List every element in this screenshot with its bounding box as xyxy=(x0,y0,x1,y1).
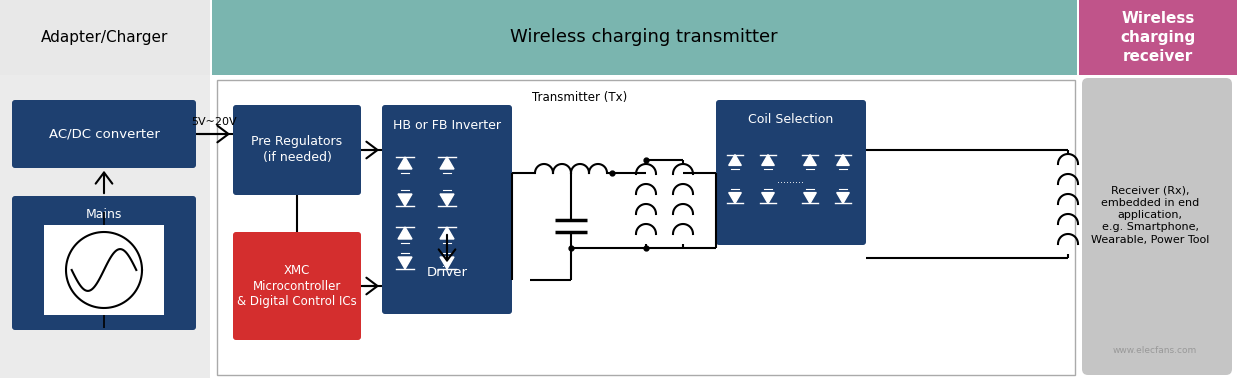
Text: 5V~20V: 5V~20V xyxy=(192,117,238,127)
FancyBboxPatch shape xyxy=(12,196,195,330)
Bar xyxy=(45,225,165,315)
Polygon shape xyxy=(762,193,774,203)
Text: Coil Selection: Coil Selection xyxy=(748,113,834,126)
Polygon shape xyxy=(440,227,454,239)
Polygon shape xyxy=(729,193,741,203)
Text: HB or FB Inverter: HB or FB Inverter xyxy=(393,119,501,132)
FancyBboxPatch shape xyxy=(382,105,512,265)
Text: .........: ......... xyxy=(778,175,804,185)
Text: Pre Regulators
(if needed): Pre Regulators (if needed) xyxy=(251,135,343,164)
Text: Transmitter (Tx): Transmitter (Tx) xyxy=(532,90,627,104)
FancyBboxPatch shape xyxy=(716,100,866,245)
Polygon shape xyxy=(440,257,454,269)
FancyBboxPatch shape xyxy=(1082,78,1232,375)
Polygon shape xyxy=(729,155,741,166)
Polygon shape xyxy=(440,194,454,206)
Text: AC/DC converter: AC/DC converter xyxy=(48,127,160,141)
Polygon shape xyxy=(804,193,816,203)
Bar xyxy=(0,75,210,378)
Text: Driver: Driver xyxy=(427,266,468,279)
Text: www.elecfans.com: www.elecfans.com xyxy=(1113,346,1197,355)
FancyBboxPatch shape xyxy=(12,100,195,168)
Polygon shape xyxy=(762,155,774,166)
FancyBboxPatch shape xyxy=(233,232,361,340)
Text: Wireless charging transmitter: Wireless charging transmitter xyxy=(510,28,778,46)
Bar xyxy=(1079,0,1237,75)
Polygon shape xyxy=(836,193,850,203)
Text: XMC
Microcontroller
& Digital Control ICs: XMC Microcontroller & Digital Control IC… xyxy=(238,263,357,308)
Polygon shape xyxy=(836,155,850,166)
Text: Wireless
charging
receiver: Wireless charging receiver xyxy=(1121,11,1196,64)
Text: Adapter/Charger: Adapter/Charger xyxy=(41,30,168,45)
Bar xyxy=(216,80,1075,375)
Polygon shape xyxy=(440,157,454,169)
Polygon shape xyxy=(398,194,412,206)
Text: ..........: .......... xyxy=(649,240,679,250)
Bar xyxy=(0,0,210,75)
Polygon shape xyxy=(398,257,412,269)
Bar xyxy=(212,0,1077,75)
FancyBboxPatch shape xyxy=(382,232,512,314)
Polygon shape xyxy=(804,155,816,166)
Text: Receiver (Rx),
embedded in end
application,
e.g. Smartphone,
Wearable, Power Too: Receiver (Rx), embedded in end applicati… xyxy=(1091,185,1210,245)
Polygon shape xyxy=(398,227,412,239)
Text: Mains: Mains xyxy=(85,208,122,220)
FancyBboxPatch shape xyxy=(233,105,361,195)
Polygon shape xyxy=(398,157,412,169)
